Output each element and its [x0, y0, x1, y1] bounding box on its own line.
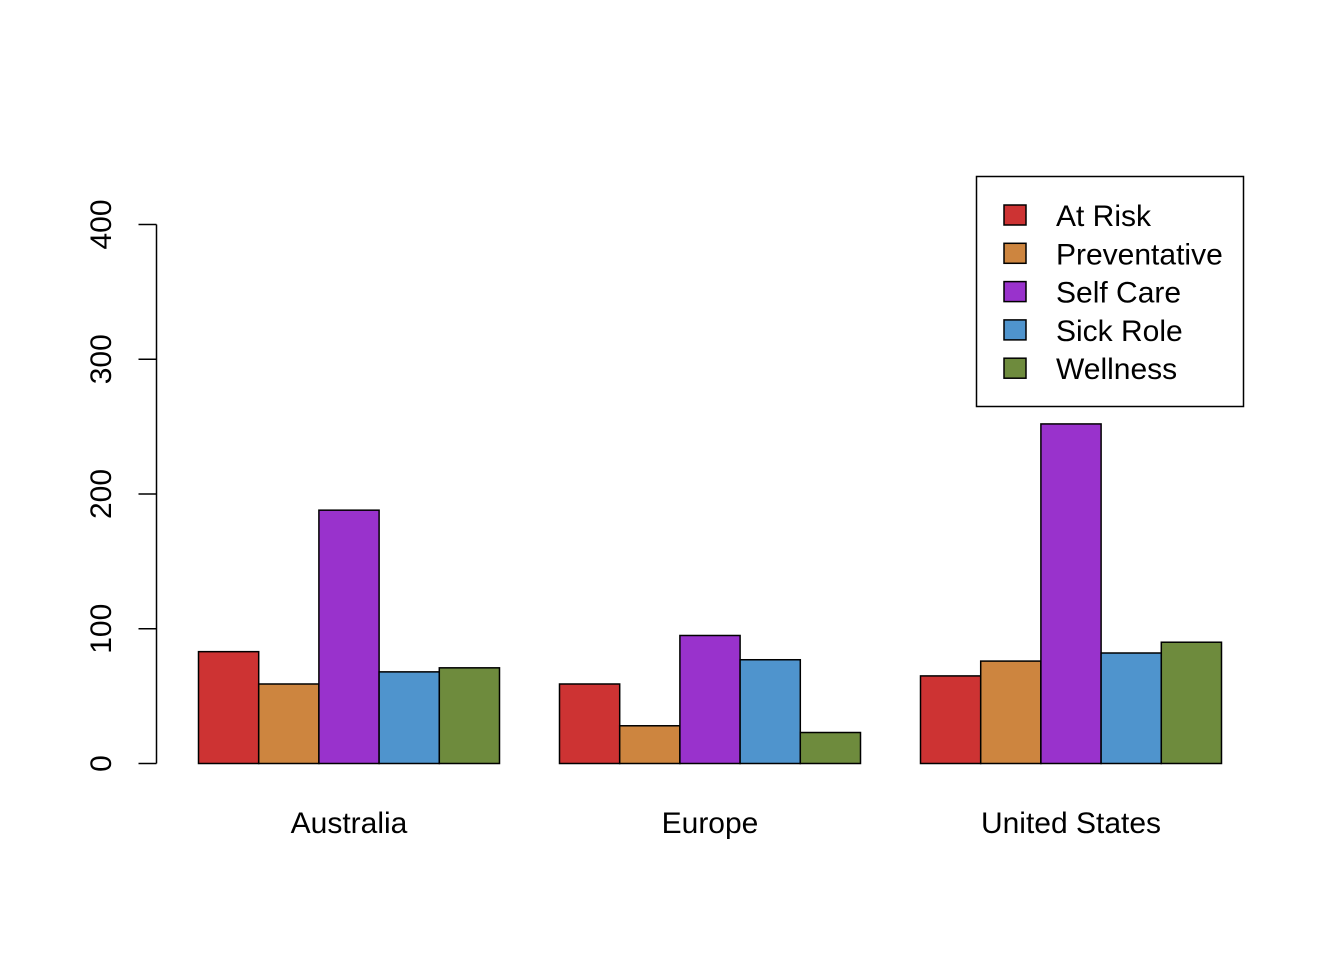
bar-sick-role-united-states	[1100, 652, 1163, 765]
bar-at-risk-united-states	[919, 675, 982, 765]
y-axis: 0 100 200 300 400	[85, 199, 158, 772]
bar-wellness-australia	[438, 667, 501, 765]
y-tick-label: 200	[85, 469, 118, 519]
bar-sick-role-australia	[378, 671, 441, 765]
bar-self-care-united-states	[1040, 423, 1102, 765]
category-label: Australia	[291, 807, 408, 840]
bar-group-united-states	[919, 423, 1223, 765]
legend-swatch	[1003, 242, 1027, 265]
bar-wellness-europe	[799, 731, 862, 765]
legend-label: Sick Role	[1056, 315, 1183, 348]
bar-at-risk-australia	[197, 650, 260, 765]
y-tick-label: 100	[85, 604, 118, 654]
bar-self-care-australia	[318, 509, 380, 765]
legend-label: Wellness	[1056, 353, 1177, 386]
legend-label: At Risk	[1056, 200, 1152, 233]
bar-wellness-united-states	[1160, 641, 1223, 765]
y-tick-label: 400	[85, 199, 118, 249]
legend-swatch	[1003, 357, 1027, 379]
bar-group-europe	[558, 634, 862, 765]
category-labels: Australia Europe United States	[291, 807, 1161, 840]
legend: At Risk Preventative Self Care Sick Role Wel…	[975, 175, 1245, 408]
bar-groups	[197, 423, 1223, 765]
bar-preventative-united-states	[979, 660, 1042, 765]
legend-label: Preventative	[1056, 238, 1223, 271]
legend-label: Self Care	[1056, 277, 1181, 310]
legend-swatch	[1003, 280, 1027, 303]
legend-swatch	[1003, 319, 1027, 341]
y-tick-label: 300	[85, 334, 118, 384]
legend-swatch	[1003, 204, 1027, 226]
category-label: United States	[981, 807, 1161, 840]
bar-preventative-europe	[618, 725, 681, 765]
category-label: Europe	[662, 807, 759, 840]
bar-preventative-australia	[257, 683, 320, 765]
y-tick-label: 0	[85, 755, 118, 772]
bar-self-care-europe	[679, 634, 741, 765]
bar-group-australia	[197, 509, 501, 765]
bar-at-risk-europe	[558, 683, 621, 765]
bar-sick-role-europe	[739, 658, 802, 765]
